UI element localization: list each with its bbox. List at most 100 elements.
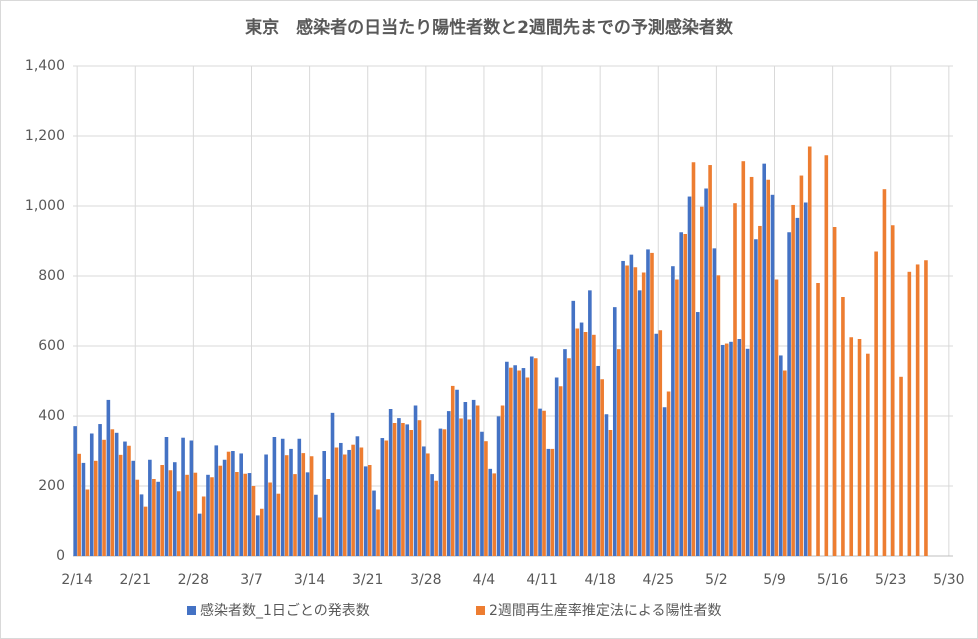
bar [446, 411, 451, 556]
bar [322, 451, 327, 556]
bar [98, 424, 102, 556]
bar [206, 474, 210, 556]
bar [293, 474, 297, 556]
bar [235, 472, 239, 556]
y-tick-label: 600 [38, 338, 65, 354]
bar [791, 204, 795, 556]
bar [616, 349, 621, 556]
bar [538, 408, 542, 556]
bar [276, 493, 281, 556]
x-tick-label: 2/28 [178, 572, 209, 588]
bar [231, 451, 235, 556]
bar [841, 297, 845, 556]
bar [641, 272, 646, 556]
bar [384, 440, 389, 556]
bar [542, 410, 546, 556]
bar [758, 225, 762, 556]
bar [583, 332, 588, 556]
bar [496, 416, 501, 556]
bar [388, 409, 393, 556]
bar [106, 399, 111, 556]
bar [666, 391, 671, 556]
bar [708, 165, 712, 557]
x-tick-label: 3/28 [410, 572, 441, 588]
bar [243, 473, 247, 556]
x-tick-label: 3/7 [240, 572, 263, 588]
bar [654, 333, 659, 556]
bar [409, 430, 414, 556]
x-tick-label: 5/2 [705, 572, 728, 588]
bar [372, 490, 376, 556]
bar [924, 260, 928, 556]
bar [201, 496, 206, 556]
bar [309, 456, 314, 556]
bar [546, 448, 551, 556]
bar [671, 266, 675, 556]
bar [272, 437, 277, 556]
bar [733, 203, 737, 556]
bar [650, 252, 654, 556]
bar [127, 445, 131, 556]
bar [563, 349, 567, 556]
bar [695, 312, 700, 556]
bar [73, 426, 77, 556]
bar [475, 405, 480, 556]
y-tick-label: 200 [38, 478, 65, 494]
bar [849, 337, 854, 556]
bar [754, 239, 758, 556]
bar [422, 446, 426, 556]
bar [795, 217, 800, 556]
bar [890, 225, 895, 556]
bar [85, 489, 90, 556]
bar [679, 232, 683, 556]
bar [467, 419, 472, 556]
bar [284, 455, 289, 556]
bar [629, 254, 634, 556]
bar [882, 189, 887, 556]
bar [401, 423, 405, 556]
bar [749, 176, 754, 556]
y-tick-label: 1,400 [25, 58, 65, 74]
bar [637, 290, 642, 556]
bar [255, 515, 260, 556]
bar [832, 227, 837, 556]
bar [816, 283, 820, 556]
bar [803, 202, 808, 556]
bar [339, 442, 343, 556]
bar [787, 232, 791, 556]
bar [509, 367, 513, 556]
bar [592, 334, 596, 556]
bar [226, 451, 231, 556]
bar [301, 453, 306, 556]
y-tick-label: 400 [38, 408, 65, 424]
bar [662, 407, 667, 556]
y-tick-label: 0 [56, 548, 65, 564]
bar [866, 353, 870, 556]
bar [737, 339, 742, 556]
bar [567, 358, 571, 556]
bar [438, 428, 443, 556]
bar [380, 438, 385, 556]
bar [135, 479, 140, 556]
bar [314, 494, 318, 556]
x-tick-label: 3/21 [352, 572, 383, 588]
bar [343, 454, 347, 556]
bar [318, 517, 322, 556]
bar [675, 279, 679, 556]
bar [330, 412, 335, 556]
bar [687, 196, 692, 557]
bar [251, 486, 256, 556]
bar [114, 432, 119, 556]
bar [218, 465, 223, 556]
x-tick-label: 2/21 [120, 572, 151, 588]
bar [442, 429, 447, 556]
bar [118, 454, 123, 556]
bar [770, 194, 775, 557]
bar [334, 447, 339, 556]
bar [571, 300, 576, 556]
bar [600, 379, 604, 556]
bar [745, 348, 750, 556]
bar [93, 460, 98, 556]
bar [799, 175, 804, 557]
